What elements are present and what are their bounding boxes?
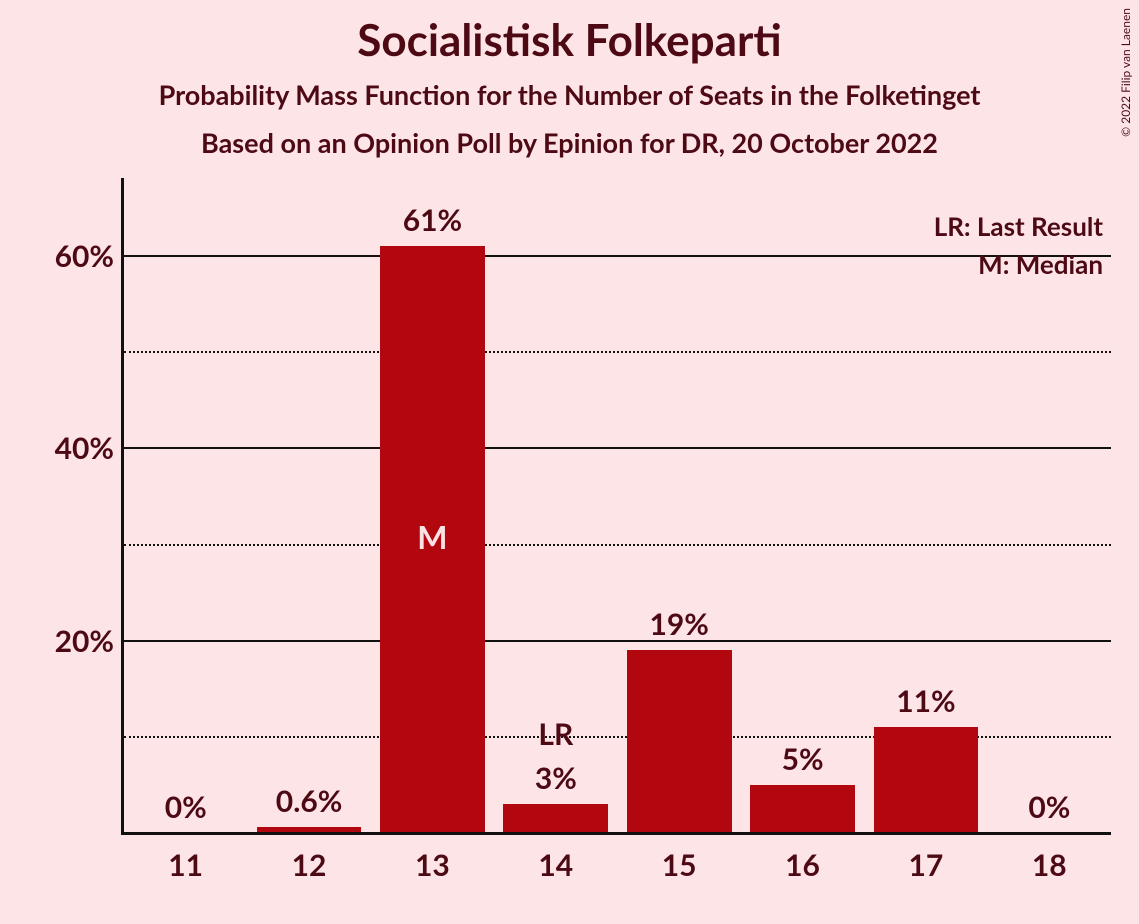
x-tick-label: 12 xyxy=(247,847,370,883)
x-tick-label: 11 xyxy=(124,847,247,883)
y-tick-label: 20% xyxy=(24,623,114,659)
bar-value-label: 5% xyxy=(741,741,864,777)
x-tick-label: 17 xyxy=(864,847,987,883)
last-result-marker: LR xyxy=(494,716,617,752)
bar-value-label: 0% xyxy=(988,789,1111,825)
median-marker: M xyxy=(380,517,485,556)
legend-last-result: LR: Last Result xyxy=(934,210,1103,242)
chart-subtitle-1: Probability Mass Function for the Number… xyxy=(0,78,1139,111)
x-tick-label: 13 xyxy=(371,847,494,883)
chart-title: Socialistisk Folkeparti xyxy=(0,14,1139,66)
x-axis xyxy=(121,832,1111,835)
bar-value-label: 3% xyxy=(494,760,617,796)
bar xyxy=(750,785,855,833)
bar-value-label: 0.6% xyxy=(247,783,370,819)
grid-minor xyxy=(124,351,1111,353)
x-tick-label: 14 xyxy=(494,847,617,883)
x-tick-label: 15 xyxy=(618,847,741,883)
legend-median: M: Median xyxy=(978,248,1103,280)
chart-subtitle-2: Based on an Opinion Poll by Epinion for … xyxy=(0,126,1139,159)
bar-value-label: 61% xyxy=(371,202,494,238)
y-tick-label: 60% xyxy=(24,238,114,274)
x-tick-label: 18 xyxy=(988,847,1111,883)
bar xyxy=(627,650,732,833)
grid-minor xyxy=(124,544,1111,546)
y-tick-label: 40% xyxy=(24,430,114,466)
grid-major xyxy=(124,255,1111,257)
x-tick-label: 16 xyxy=(741,847,864,883)
credit-text: © 2022 Filip van Laenen xyxy=(1118,8,1133,137)
bar xyxy=(874,727,979,833)
bar-value-label: 0% xyxy=(124,789,247,825)
bar-value-label: 11% xyxy=(864,683,987,719)
bar-value-label: 19% xyxy=(618,606,741,642)
bar xyxy=(503,804,608,833)
plot-area: 0%0.6%M61%3%LR19%5%11%0% xyxy=(124,208,1111,833)
grid-major xyxy=(124,447,1111,449)
y-axis xyxy=(121,178,124,835)
